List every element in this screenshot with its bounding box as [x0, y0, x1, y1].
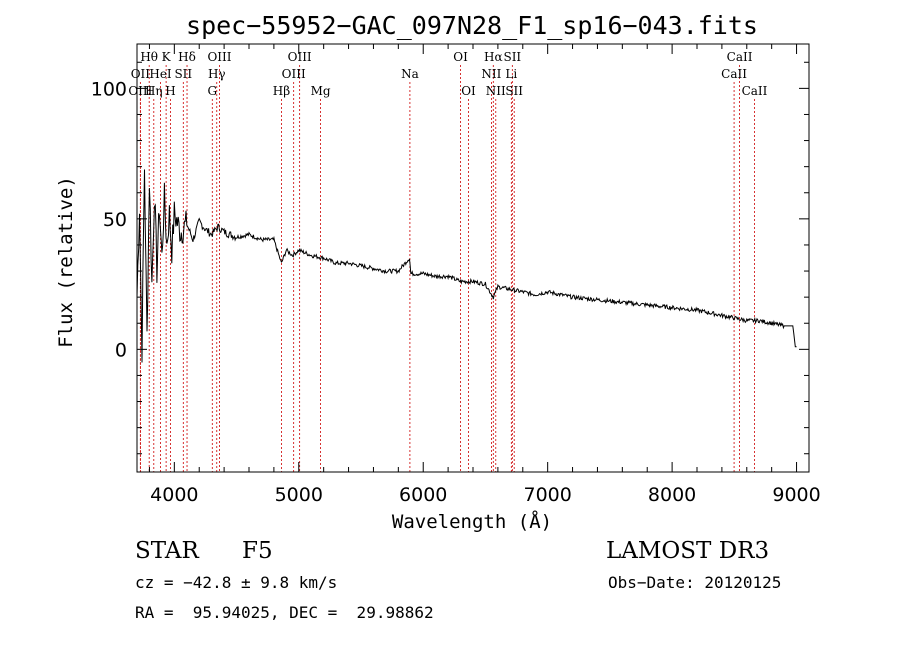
x-tick-label: 4000: [150, 484, 198, 506]
coordinates-radec: RA = 95.94025, DEC = 29.98862: [135, 603, 434, 622]
line-label-10: Hγ: [208, 67, 226, 81]
line-label-17: OI: [453, 50, 468, 64]
line-label-2: OIII: [128, 84, 152, 98]
line-label-15: Mg: [311, 84, 331, 98]
line-label-23: NII: [486, 84, 506, 98]
tick-labels: 4000 5000 6000 7000 8000 9000 0 50 100: [91, 78, 821, 506]
axis-ticks: [137, 44, 809, 472]
line-label-27: CaII: [742, 84, 768, 98]
object-class: STAR: [135, 538, 199, 564]
object-subclass: F5: [242, 538, 273, 564]
line-label-6: H: [165, 84, 175, 98]
observation-date: Obs−Date: 20120125: [608, 573, 782, 592]
line-label-26: CaII: [721, 67, 747, 81]
line-label-24: SII: [505, 84, 523, 98]
x-tick-label: 8000: [648, 484, 696, 506]
x-tick-label: 6000: [399, 484, 447, 506]
line-label-9: OIII: [207, 50, 231, 64]
x-tick-label: 5000: [275, 484, 323, 506]
x-tick-label: 7000: [523, 484, 571, 506]
line-label-14: Hβ: [273, 84, 290, 98]
line-markers: [139, 65, 755, 472]
line-label-0: Hθ: [140, 50, 158, 64]
y-tick-label: 0: [115, 339, 127, 361]
line-label-3: Hη: [145, 84, 163, 98]
line-label-19: Hα: [484, 50, 503, 64]
survey-name: LAMOST DR3: [606, 538, 770, 564]
chart-title: spec−55952−GAC_097N28_F1_sp16−043.fits: [186, 11, 758, 40]
line-label-25: CaII: [727, 50, 753, 64]
line-label-1: OII: [131, 67, 151, 81]
line-label-16: Na: [401, 67, 419, 81]
line-label-4: K: [162, 50, 172, 64]
line-label-22: Li: [505, 67, 517, 81]
redshift-cz: cz = −42.8 ± 9.8 km/s: [135, 573, 338, 592]
line-label-21: NII: [481, 67, 501, 81]
line-label-12: OIII: [288, 50, 312, 64]
spectrum-series: [136, 169, 797, 363]
line-label-11: G: [207, 84, 217, 98]
line-label-8: SII: [174, 67, 192, 81]
y-tick-label: 50: [103, 209, 127, 231]
line-label-7: Hδ: [178, 50, 196, 64]
x-tick-label: 9000: [772, 484, 820, 506]
y-tick-label: 100: [91, 78, 127, 100]
line-label-20: SII: [503, 50, 521, 64]
plot-frame: [136, 43, 810, 473]
y-axis-label: Flux (relative): [55, 176, 77, 348]
line-label-13: OIII: [282, 67, 306, 81]
spectrum-line: [136, 169, 797, 363]
line-label-5: HeI: [149, 67, 172, 81]
x-axis-label: Wavelength (Å): [392, 510, 552, 533]
line-label-18: OI: [461, 84, 476, 98]
